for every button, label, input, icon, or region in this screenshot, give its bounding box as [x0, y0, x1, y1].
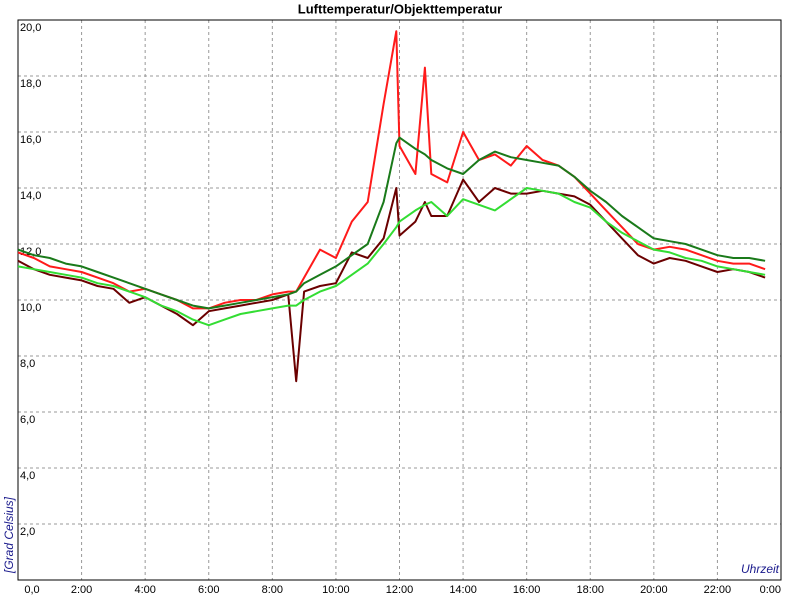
x-tick-label: 6:00 [198, 584, 219, 596]
series-line [17, 178, 766, 383]
x-tick-label: 22:00 [704, 584, 732, 596]
y-tick-label: 10,0 [20, 302, 41, 314]
chart-title: Lufttemperatur/Objekttemperatur [298, 1, 502, 16]
x-tick-label: 4:00 [134, 584, 155, 596]
x-tick-label: 8:00 [262, 584, 283, 596]
x-tick-label: 20:00 [640, 584, 668, 596]
x-tick-label: 0,0 [24, 584, 39, 596]
x-tick-label: 12:00 [386, 584, 414, 596]
x-tick-label: 18:00 [576, 584, 604, 596]
y-tick-label: 6,0 [20, 414, 35, 426]
y-tick-label: 2,0 [20, 526, 35, 538]
x-tick-label: 0:00 [760, 584, 781, 596]
y-tick-label: 20,0 [20, 22, 41, 34]
y-axis-title: [Grad Celsius] [2, 496, 16, 574]
x-axis-title: Uhrzeit [741, 562, 780, 576]
series-line [17, 136, 766, 310]
y-tick-label: 16,0 [20, 134, 41, 146]
y-tick-label: 14,0 [20, 190, 41, 202]
y-tick-label: 18,0 [20, 78, 41, 90]
y-tick-label: 4,0 [20, 470, 35, 482]
plot-border [17, 19, 782, 581]
x-tick-label: 14:00 [449, 584, 477, 596]
y-tick-label: 8,0 [20, 358, 35, 370]
series-line [17, 187, 766, 327]
x-tick-label: 10:00 [322, 584, 350, 596]
x-tick-label: 2:00 [71, 584, 92, 596]
x-tick-label: 16:00 [513, 584, 541, 596]
